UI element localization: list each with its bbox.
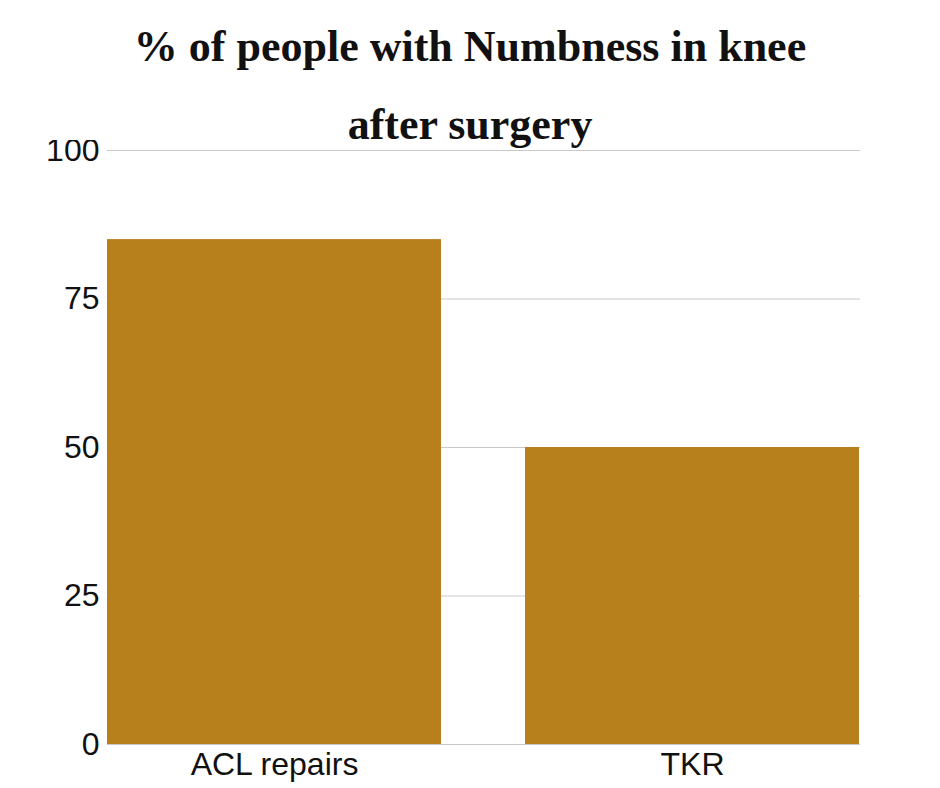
svg-text:100: 100 [46, 140, 99, 168]
svg-text:ACL repairs: ACL repairs [191, 746, 359, 782]
svg-text:75: 75 [64, 280, 100, 316]
svg-text:50: 50 [64, 429, 100, 465]
svg-text:0: 0 [82, 726, 100, 762]
svg-text:TKR: TKR [661, 746, 725, 782]
html-text:% of people with Numbness in k: % of people with Numbness in knee after … [133, 22, 807, 149]
svg-text:25: 25 [64, 577, 100, 613]
